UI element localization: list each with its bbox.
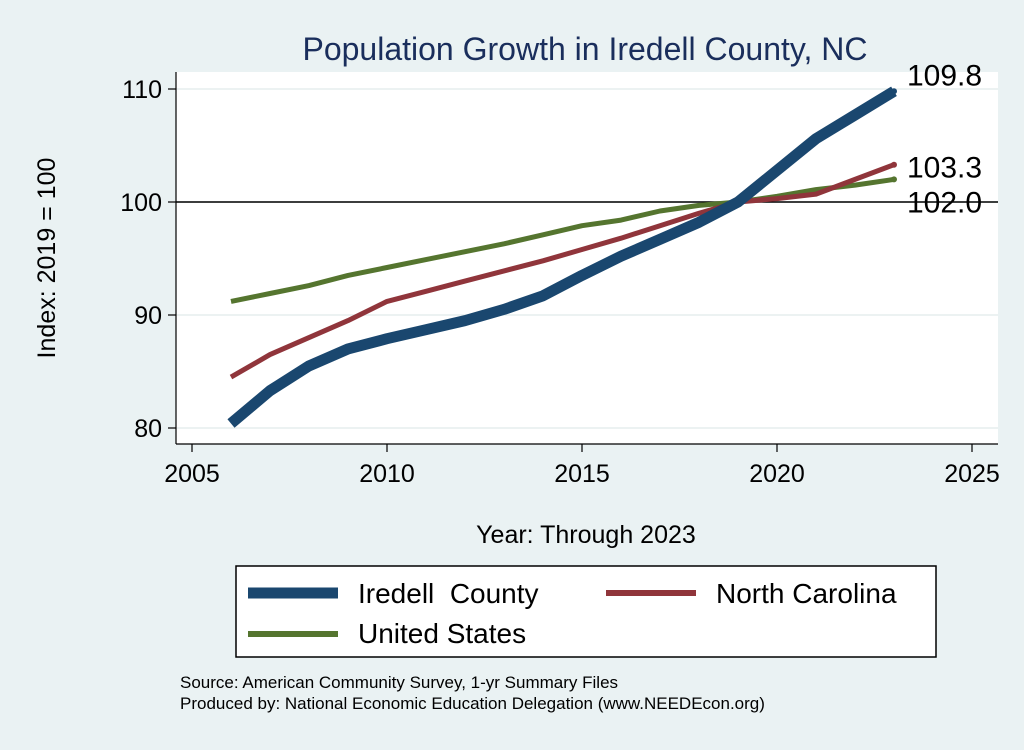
series-lines [227,86,897,428]
legend-box [235,565,937,658]
grid-lines [176,88,998,429]
legend-label-united-states: United States [358,618,526,649]
y-axis-title: Index: 2019 = 100 [33,158,61,359]
series-end-point-north-carolina [891,161,897,168]
legend: Iredell County North Carolina United Sta… [235,565,937,658]
axes: 80 90 100 110 2005 2010 2015 2020 2025 [120,72,1000,488]
series-line-north-carolina [229,162,895,380]
legend-label-iredell: Iredell County [358,578,539,609]
plot-area [176,72,998,444]
y-tick-label-90: 90 [134,302,162,330]
series-end-point-united-states [891,176,897,183]
series-end-point-iredell-county [891,88,897,95]
x-tick-label-2025: 2025 [944,460,1000,488]
x-axis-title: Year: Through 2023 [476,521,696,549]
y-tick-label-80: 80 [134,415,162,443]
source-note: Source: American Community Survey, 1-yr … [180,673,618,692]
x-tick-label-2005: 2005 [164,460,220,488]
x-tick-label-2015: 2015 [554,460,610,488]
y-tick-label-100: 100 [120,189,162,217]
series-line-united-states [230,176,895,304]
x-tick-label-2010: 2010 [359,460,415,488]
y-tick-label-110: 110 [122,76,162,104]
legend-label-north-carolina: North Carolina [716,578,897,609]
chart-title: Population Growth in Iredell County, NC [302,31,867,67]
end-label-iredell: 109.8 [907,59,982,92]
producer-note: Produced by: National Economic Education… [180,694,765,713]
series-line-iredell-county [227,86,897,428]
end-label-united-states: 102.0 [907,186,982,219]
end-label-north-carolina: 103.3 [907,152,982,185]
x-tick-label-2020: 2020 [749,460,805,488]
